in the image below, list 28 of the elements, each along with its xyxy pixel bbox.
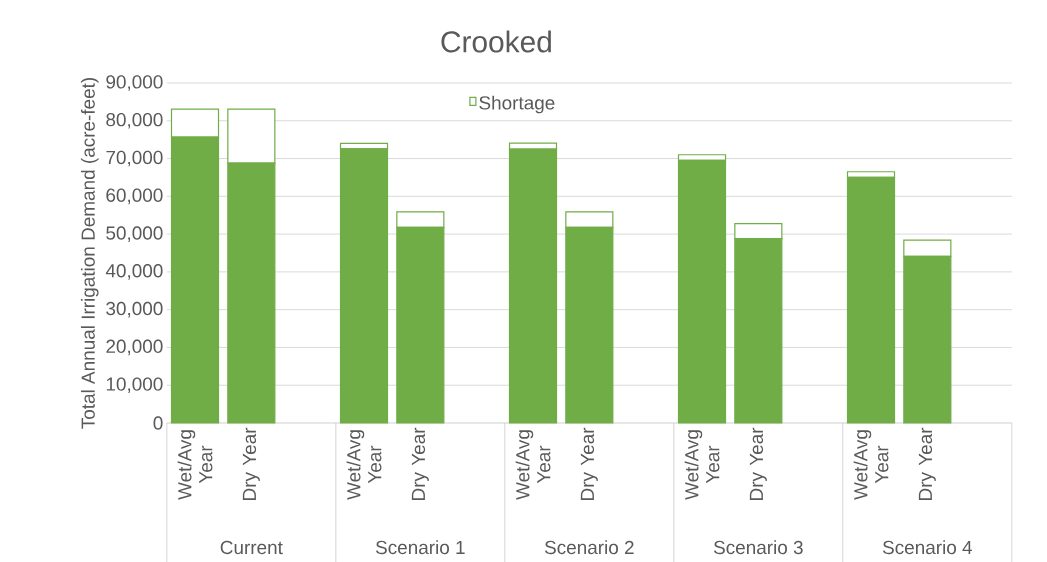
- chart-title: Crooked: [441, 30, 551, 53]
- text: Scenario 1: [375, 540, 465, 555]
- y-tick-label: 30,000: [106, 301, 163, 318]
- legend-label: Shortage: [479, 95, 555, 114]
- x-tick-label: Wet/Avg Year: [346, 430, 382, 500]
- x-tick-label: Wet/Avg Year: [853, 430, 889, 500]
- y-tick-label: 10,000: [106, 377, 163, 394]
- y-tick-label: 70,000: [106, 150, 163, 167]
- x-tick-label: Wet/Avg Year: [684, 430, 720, 500]
- text: Scenario 2: [544, 540, 634, 555]
- y-tick-label: 50,000: [106, 226, 163, 242]
- x-tick-label: Wet/Avg Year: [177, 430, 213, 500]
- text: Current: [220, 540, 283, 555]
- x-tick-label: Dry Year: [242, 427, 260, 500]
- text: Scenario 4: [882, 540, 972, 555]
- x-tick-label: Dry Year: [411, 427, 429, 500]
- text: Scenario 3: [713, 540, 803, 555]
- y-axis-title: Total Annual Irrigation Demand (acre-feet): [80, 78, 99, 429]
- y-tick-label: 80,000: [106, 112, 163, 129]
- y-tick-label: 0: [153, 416, 163, 430]
- x-tick-label: Dry Year: [749, 427, 767, 500]
- y-tick-label: 60,000: [106, 188, 163, 205]
- y-tick-label: 20,000: [106, 339, 163, 356]
- x-tick-label: Wet/Avg Year: [515, 430, 551, 500]
- y-tick-label: 40,000: [105, 264, 163, 280]
- y-tick-label: 90,000: [106, 75, 163, 91]
- x-tick-label: Dry Year: [918, 427, 936, 500]
- x-tick-label: Dry Year: [580, 427, 598, 500]
